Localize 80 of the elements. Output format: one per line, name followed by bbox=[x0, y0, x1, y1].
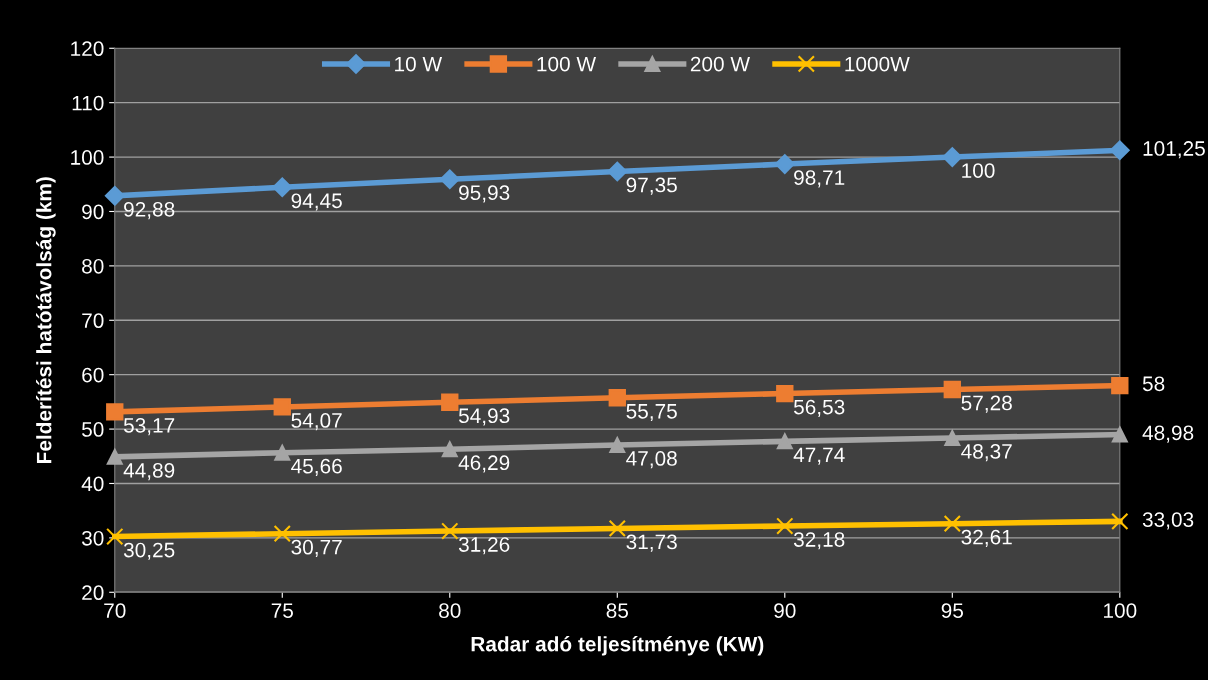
point bbox=[106, 527, 124, 546]
data-label: 33,03 bbox=[1142, 512, 1194, 530]
legend-label: 1000W bbox=[845, 56, 910, 72]
data-label: 97,35 bbox=[626, 177, 677, 195]
y-tick-label: 50 bbox=[82, 422, 104, 437]
point bbox=[273, 398, 291, 416]
legend-label: 100 W bbox=[537, 56, 597, 72]
point bbox=[441, 441, 458, 458]
point bbox=[607, 161, 628, 182]
data-label: 55,75 bbox=[626, 404, 677, 422]
data-label: 46,29 bbox=[458, 455, 510, 473]
y-tick-label: 120 bbox=[71, 41, 104, 57]
data-label: 100 bbox=[962, 163, 995, 178]
x-tick-label: 95 bbox=[941, 603, 964, 618]
point bbox=[944, 429, 961, 446]
y-tick-label: 100 bbox=[71, 150, 104, 165]
data-label: 31,73 bbox=[626, 534, 677, 552]
point bbox=[942, 147, 963, 167]
x-axis-title: Radar adó teljesítménye (KW) bbox=[471, 636, 764, 656]
data-label: 57,28 bbox=[961, 395, 1012, 413]
legend-label: 10 W bbox=[395, 56, 443, 72]
point bbox=[1111, 512, 1129, 531]
point bbox=[1111, 376, 1129, 395]
data-label: 94,45 bbox=[291, 193, 342, 211]
point bbox=[776, 384, 794, 403]
point bbox=[608, 389, 626, 407]
x-tick-label: 75 bbox=[271, 603, 293, 618]
point bbox=[104, 185, 125, 206]
point bbox=[609, 436, 626, 453]
point bbox=[943, 380, 961, 399]
y-tick-label: 40 bbox=[81, 476, 104, 492]
point bbox=[1109, 140, 1130, 161]
point bbox=[441, 393, 459, 411]
data-label: 48,98 bbox=[1142, 425, 1194, 443]
point bbox=[272, 177, 293, 198]
point bbox=[1111, 426, 1128, 443]
point bbox=[439, 169, 460, 190]
data-label: 30,77 bbox=[291, 539, 342, 558]
data-label: 44,89 bbox=[123, 462, 175, 481]
data-label: 54,93 bbox=[458, 408, 510, 426]
y-axis-title: Felderítési hatótávolság (km) bbox=[36, 177, 56, 464]
data-label: 56,53 bbox=[793, 399, 845, 417]
x-tick-label: 80 bbox=[439, 603, 461, 618]
y-tick-label: 80 bbox=[82, 258, 104, 274]
point bbox=[608, 519, 626, 538]
data-label: 95,93 bbox=[459, 185, 510, 203]
data-label: 31,26 bbox=[458, 537, 510, 555]
data-label: 58 bbox=[1142, 376, 1165, 392]
data-label: 53,17 bbox=[123, 417, 175, 436]
point bbox=[106, 403, 124, 421]
y-tick-label: 30 bbox=[81, 530, 104, 546]
data-label: 32,61 bbox=[961, 529, 1012, 547]
point bbox=[106, 448, 123, 465]
legend-label: 200 W bbox=[690, 56, 750, 72]
x-tick-label: 90 bbox=[774, 603, 796, 618]
data-label: 48,37 bbox=[961, 444, 1012, 462]
y-tick-label: 90 bbox=[82, 204, 104, 220]
point bbox=[273, 525, 291, 543]
data-label: 30,25 bbox=[123, 542, 175, 560]
data-label: 32,18 bbox=[793, 532, 845, 550]
x-tick-label: 85 bbox=[606, 603, 628, 618]
point bbox=[441, 522, 459, 540]
point bbox=[774, 154, 795, 174]
y-tick-label: 110 bbox=[72, 95, 104, 111]
point bbox=[943, 515, 961, 533]
y-tick-label: 70 bbox=[82, 313, 104, 329]
point bbox=[274, 444, 291, 461]
data-label: 101,25 bbox=[1143, 141, 1205, 159]
data-label: 92,88 bbox=[124, 201, 175, 220]
data-label: 45,66 bbox=[291, 458, 342, 477]
data-label: 54,07 bbox=[291, 413, 342, 431]
y-tick-label: 20 bbox=[82, 585, 104, 601]
y-tick-label: 60 bbox=[82, 367, 104, 383]
x-tick-label: 70 bbox=[104, 603, 126, 618]
point bbox=[776, 517, 794, 535]
x-tick-label: 100 bbox=[1104, 603, 1137, 618]
data-label: 47,74 bbox=[793, 447, 845, 465]
data-label: 98,71 bbox=[794, 170, 845, 188]
point bbox=[776, 433, 793, 450]
data-label: 47,08 bbox=[626, 451, 677, 469]
